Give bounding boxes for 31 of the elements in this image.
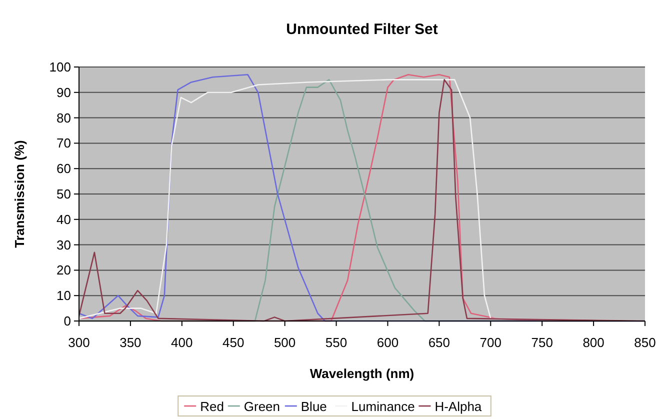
x-tick-label: 550 <box>325 335 348 350</box>
y-tick-label: 50 <box>56 186 71 202</box>
y-tick-label: 0 <box>64 314 71 328</box>
x-tick-label: 500 <box>274 335 296 350</box>
x-tick-label: 800 <box>582 335 604 350</box>
x-tick-label: 400 <box>171 335 193 350</box>
y-tick-label: 30 <box>56 237 71 252</box>
x-tick-label: 700 <box>480 335 502 350</box>
legend-label: Green <box>244 399 280 414</box>
x-tick-label: 350 <box>120 335 142 350</box>
y-tick-label: 100 <box>49 60 71 74</box>
legend-label: H-Alpha <box>434 399 482 414</box>
x-tick-label: 450 <box>222 335 244 350</box>
y-tick-label: 80 <box>56 110 71 126</box>
chart-title: Unmounted Filter Set <box>286 21 438 38</box>
y-tick-label: 20 <box>56 262 71 278</box>
legend-label: Luminance <box>351 399 415 414</box>
legend-label: Blue <box>300 399 327 414</box>
x-tick-label: 600 <box>376 335 399 350</box>
x-tick-label: 750 <box>531 335 553 350</box>
legend-label: Red <box>200 399 224 414</box>
x-tick-label: 650 <box>428 335 450 350</box>
y-tick-label: 40 <box>56 212 71 227</box>
x-tick-label: 850 <box>634 335 656 350</box>
y-tick-label: 70 <box>56 136 71 151</box>
x-axis-title: Wavelength (nm) <box>310 366 414 381</box>
y-axis-title: Transmission (%) <box>12 140 27 248</box>
y-tick-label: 10 <box>56 288 71 304</box>
y-tick-label: 60 <box>56 161 71 176</box>
x-tick-label: 300 <box>68 335 90 350</box>
y-tick-label: 90 <box>56 84 71 100</box>
